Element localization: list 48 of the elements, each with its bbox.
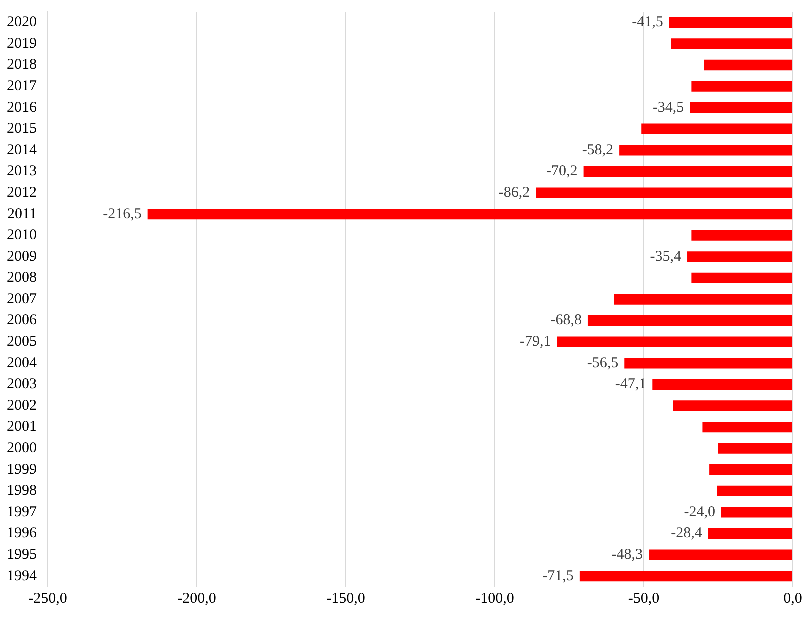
y-tick-label: 2001 xyxy=(7,419,37,436)
x-tick-label: -250,0 xyxy=(28,590,68,607)
y-tick-label: 2003 xyxy=(7,376,37,393)
data-label: -28,4 xyxy=(671,526,703,542)
y-tick-label: 1998 xyxy=(7,483,37,500)
y-tick-label: 2007 xyxy=(7,291,38,308)
data-label: -48,3 xyxy=(612,546,644,563)
data-label: -216,5 xyxy=(103,206,142,222)
data-label: -47,1 xyxy=(615,376,647,393)
x-tick-label: 0,0 xyxy=(784,590,802,607)
data-label: -79,1 xyxy=(520,334,552,350)
data-label: -70,2 xyxy=(546,164,578,180)
y-tick-label: 2004 xyxy=(7,355,38,372)
y-tick-label: 2002 xyxy=(7,398,37,414)
y-tick-label: 1995 xyxy=(7,546,37,563)
y-tick-label: 1997 xyxy=(7,504,38,520)
data-label: -86,2 xyxy=(498,184,530,201)
x-tick-label: -100,0 xyxy=(476,590,514,607)
y-tick-label: 2009 xyxy=(7,248,37,265)
x-tick-label: -150,0 xyxy=(326,590,366,607)
data-label: -58,2 xyxy=(582,142,614,158)
data-label: -56,5 xyxy=(587,355,619,372)
data-label: -24,0 xyxy=(684,504,716,520)
data-label: -41,5 xyxy=(632,14,664,31)
y-tick-label: 2020 xyxy=(7,14,37,31)
y-tick-label: 2008 xyxy=(7,270,37,286)
y-tick-label: 1999 xyxy=(7,462,37,478)
y-tick-label: 2012 xyxy=(7,184,37,201)
y-tick-label: 1994 xyxy=(7,568,38,584)
y-tick-label: 2011 xyxy=(8,206,37,222)
y-tick-label: 2006 xyxy=(7,312,38,329)
y-tick-label: 2014 xyxy=(7,142,38,158)
data-label: -71,5 xyxy=(542,568,574,584)
y-tick-label: 2005 xyxy=(7,334,37,350)
y-tick-label: 2016 xyxy=(7,100,38,116)
y-tick-label: 2010 xyxy=(7,228,37,244)
data-label: -35,4 xyxy=(650,248,682,265)
y-tick-label: 2015 xyxy=(7,121,37,138)
x-tick-label: -200,0 xyxy=(178,590,216,607)
y-tick-label: 2019 xyxy=(7,36,37,52)
y-tick-label: 2017 xyxy=(7,78,38,94)
data-label: -68,8 xyxy=(550,312,582,329)
data-label: -34,5 xyxy=(652,100,684,116)
x-tick-label: -50,0 xyxy=(628,590,660,607)
y-tick-label: 2013 xyxy=(7,164,37,180)
y-tick-label: 2018 xyxy=(7,57,37,74)
y-tick-label: 2000 xyxy=(7,440,37,457)
y-tick-label: 1996 xyxy=(7,526,38,542)
